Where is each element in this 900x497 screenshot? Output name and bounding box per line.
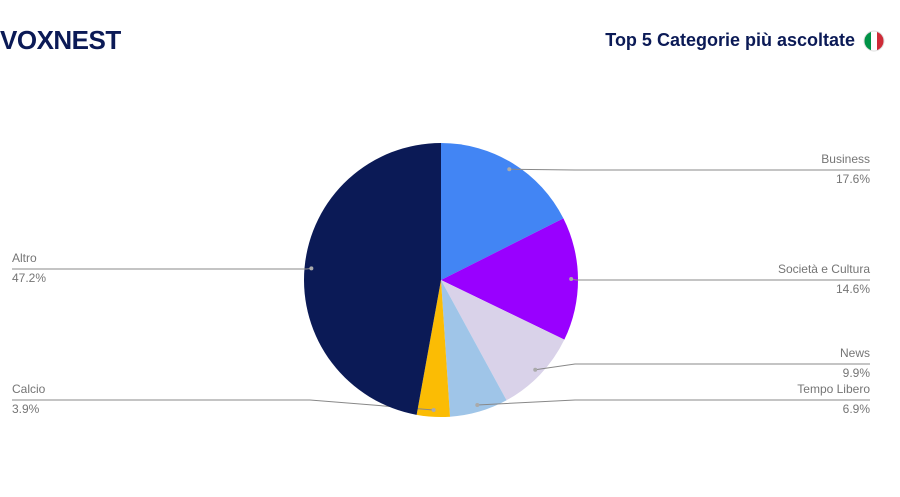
category-label: Tempo Libero [797,382,870,396]
category-label: Business [821,152,870,166]
brand-logo: VOXNEST [0,25,121,55]
leader-dot [309,266,314,271]
pie-slice [416,280,451,417]
leader-dot [507,167,512,172]
category-label: Calcio [12,382,46,396]
value-label: 14.6% [836,282,870,296]
pie-slice [441,143,564,280]
leader-dot [431,407,436,412]
leader-line [535,363,870,371]
value-label: 9.9% [843,366,871,380]
category-label: News [840,346,870,360]
leader-line [12,267,312,270]
value-label: 17.6% [836,172,870,186]
leader-dot [533,367,538,372]
leader-line [477,399,870,406]
pie-slice [441,280,507,417]
category-label: Altro [12,251,37,265]
value-label: 6.9% [843,402,871,416]
leader-dot [475,402,480,407]
chart-title: Top 5 Categorie più ascoltate [605,30,855,50]
leader-line [509,168,870,171]
value-label: 3.9% [12,402,40,416]
category-label: Società e Cultura [778,262,870,276]
leader-line [571,278,870,281]
flag-icon [863,30,885,52]
pie-slice [303,143,441,415]
leader-dot [569,276,574,281]
value-label: 47.2% [12,271,46,285]
pie-slice [441,218,578,340]
leader-line [12,399,434,411]
